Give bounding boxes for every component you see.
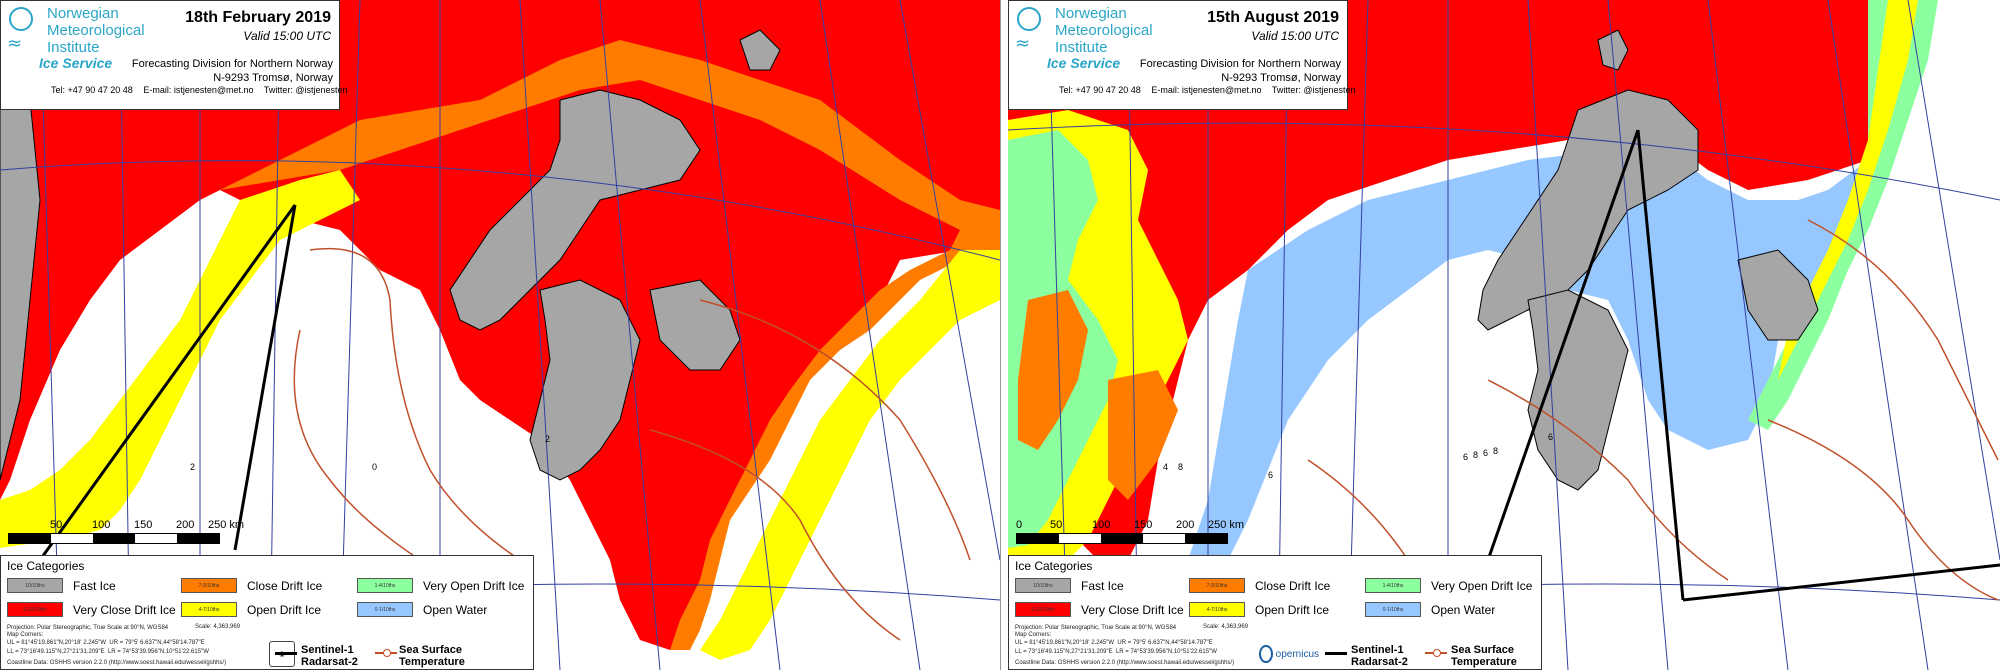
sentinel-label: Sentinel-1 Radarsat-2	[1351, 644, 1408, 668]
sst-label: 6	[1268, 470, 1273, 480]
wave-icon: ≈	[1015, 33, 1031, 54]
corner-ul-ur: UL = 81°45'19.861"N,20°18' 2.245"W UR = …	[7, 640, 205, 646]
coastline-text: Coastline Data: GSHHS version 2.2.0 (htt…	[1015, 660, 1235, 666]
contact-line: Tel: +47 90 47 20 48 E-mail: istjenesten…	[51, 85, 348, 95]
service-name: Ice Service	[1047, 55, 1121, 71]
legend-fast-ice: 10/10ths Fast Ice	[7, 578, 116, 593]
legend: Ice Categories 10/10ths Fast Ice 9-10/10t…	[1008, 555, 1542, 670]
scale-tick: 200	[1176, 519, 1195, 531]
ice-map-february: 2 0 2	[0, 0, 1000, 670]
legend-close: 7-9/10ths Close Drift Ice	[1189, 578, 1330, 593]
projection-text: Projection: Polar Stereographic, True Sc…	[1015, 625, 1177, 631]
scale-tick: 100	[92, 519, 111, 531]
legend-open-water: 0-1/10ths Open Water	[357, 602, 487, 617]
scale-tick: 100	[1092, 519, 1111, 531]
sst-label: 8	[1493, 446, 1498, 456]
chart-date: 15th August 2019	[1207, 9, 1339, 26]
twitter-link[interactable]: Twitter: @istjenesten	[263, 85, 348, 95]
scale-bar: 50 100 150 200 250 km	[8, 519, 258, 544]
legend-open-water: 0-1/10ths Open Water	[1365, 602, 1495, 617]
legend-very-close: 9-10/10ths Very Close Drift Ice	[7, 602, 176, 617]
scale-tick: 150	[134, 519, 153, 531]
sentinel-line-icon	[275, 652, 297, 655]
sentinel-label: Sentinel-1 Radarsat-2	[301, 644, 358, 668]
corner-ll-lr: LL = 73°16'49.115"N,27°21'31.209"E LR = …	[7, 649, 209, 655]
valid-time: Valid 15:00 UTC	[243, 29, 331, 43]
scale-tick: 50	[1050, 519, 1063, 531]
sst-label: 2	[545, 434, 550, 444]
sst-label: 4	[1163, 462, 1168, 472]
service-name: Ice Service	[39, 55, 113, 71]
scale-tick: 150	[1134, 519, 1153, 531]
division-info: Forecasting Division for Northern Norway…	[1121, 57, 1341, 85]
twitter-link[interactable]: Twitter: @istjenesten	[1271, 85, 1356, 95]
map-corners-label: Map Corners:	[1015, 632, 1052, 638]
sst-label: 8	[1473, 450, 1478, 460]
address: N-9293 Tromsø, Norway	[1221, 72, 1341, 84]
scale-tick: 200	[176, 519, 195, 531]
ice-chart-february: 2 0 2 ≈ Norwegian Meteorological Institu…	[0, 0, 1000, 670]
contact-line: Tel: +47 90 47 20 48 E-mail: istjenesten…	[1059, 85, 1356, 95]
email-link[interactable]: E-mail: istjenesten@met.no	[1151, 85, 1262, 95]
scale-tick: 250 km	[1208, 519, 1245, 531]
sst-dot-icon	[383, 649, 391, 657]
sst-label: 0	[372, 462, 377, 472]
wave-icon: ≈	[7, 33, 23, 54]
chart-date: 18th February 2019	[185, 9, 331, 26]
sst-label: 6	[1463, 452, 1468, 462]
legend-very-close: 9-10/10ths Very Close Drift Ice	[1015, 602, 1184, 617]
sst-label: Sea Surface Temperature	[399, 644, 465, 668]
corner-ul-ur: UL = 81°45'19.861"N,20°18' 2.245"W UR = …	[1015, 640, 1213, 646]
sst-label: 6	[1548, 432, 1553, 442]
phone: Tel: +47 90 47 20 48	[1059, 85, 1141, 95]
scale-tick: 50	[50, 519, 63, 531]
legend-title: Ice Categories	[7, 559, 85, 573]
map-corners-label: Map Corners:	[7, 632, 44, 638]
projection-text: Projection: Polar Stereographic, True Sc…	[7, 625, 169, 631]
copernicus-ring-icon	[1259, 645, 1273, 663]
email-link[interactable]: E-mail: istjenesten@met.no	[143, 85, 254, 95]
legend-very-open: 1-4/10ths Very Open Drift Ice	[357, 578, 524, 593]
scale-tick: 0	[1016, 519, 1023, 531]
sst-label: 2	[190, 462, 195, 472]
phone: Tel: +47 90 47 20 48	[51, 85, 133, 95]
header-box: ≈ Norwegian Meteorological Institute Ice…	[0, 0, 348, 110]
copernicus-logo: opernicus	[1259, 644, 1319, 664]
sst-label: 6	[1483, 448, 1488, 458]
scale-bar: 0 50 100 150 200 250 km	[1016, 519, 1266, 544]
division-info: Forecasting Division for Northern Norway…	[113, 57, 333, 85]
scale-text: Scale: 4,363,969	[1203, 624, 1249, 630]
sst-label: Sea Surface Temperature	[1451, 644, 1517, 668]
sentinel-line-icon	[1325, 652, 1347, 655]
division-name: Forecasting Division for Northern Norway	[131, 58, 333, 70]
met-logo-icon	[9, 7, 33, 31]
institute-name: Norwegian Meteorological Institute	[1055, 5, 1153, 56]
ice-chart-august: 4 8 6 6 8 6 8 6 ≈ Norwegian Meteorologic…	[1008, 0, 2000, 670]
scale-text: Scale: 4,363,969	[195, 624, 241, 630]
scale-tick: 250 km	[208, 519, 245, 531]
legend-fast-ice: 10/10ths Fast Ice	[1015, 578, 1124, 593]
sst-dot-icon	[1433, 649, 1441, 657]
legend-open: 4-7/10ths Open Drift Ice	[1189, 602, 1329, 617]
division-name: Forecasting Division for Northern Norway	[1139, 58, 1341, 70]
valid-time: Valid 15:00 UTC	[1251, 29, 1339, 43]
coastline-text: Coastline Data: GSHHS version 2.2.0 (htt…	[7, 660, 227, 666]
legend-very-open: 1-4/10ths Very Open Drift Ice	[1365, 578, 1532, 593]
met-logo-icon	[1017, 7, 1041, 31]
institute-name: Norwegian Meteorological Institute	[47, 5, 145, 56]
panel-divider	[1000, 0, 1009, 670]
legend: Ice Categories 10/10ths Fast Ice 9-10/10t…	[0, 555, 534, 670]
sst-label: 8	[1178, 462, 1183, 472]
corner-ll-lr: LL = 73°16'49.115"N,27°21'31.209"E LR = …	[1015, 649, 1217, 655]
header-box: ≈ Norwegian Meteorological Institute Ice…	[1008, 0, 1356, 110]
legend-title: Ice Categories	[1015, 559, 1093, 573]
legend-open: 4-7/10ths Open Drift Ice	[181, 602, 321, 617]
address: N-9293 Tromsø, Norway	[213, 72, 333, 84]
legend-close: 7-9/10ths Close Drift Ice	[181, 578, 322, 593]
